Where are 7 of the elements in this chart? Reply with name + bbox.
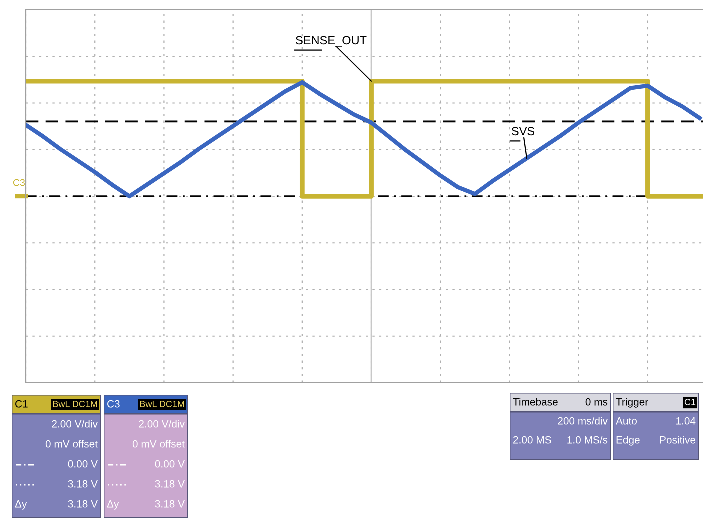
text: C3 BwL DC1M 2.00 V/div 0 mV offset 0.00 V 3.18 V Δy 3.18 V — [107, 400, 185, 510]
text: SENSE_OUT — [296, 36, 367, 47]
text: C3 — [13, 179, 25, 186]
text: C1 BwL DC1M 2.00 V/div 0 mV offset 0.00 V 3.18 V Δy 3.18 V — [15, 400, 98, 510]
text: Timebase 0 ms 200 ms/div 2.00 MS 1.0 MS/s — [513, 398, 608, 444]
text: Trigger C1 Auto 1.04 Edge Positive — [616, 398, 696, 446]
series-label: SVS — [512, 127, 535, 136]
